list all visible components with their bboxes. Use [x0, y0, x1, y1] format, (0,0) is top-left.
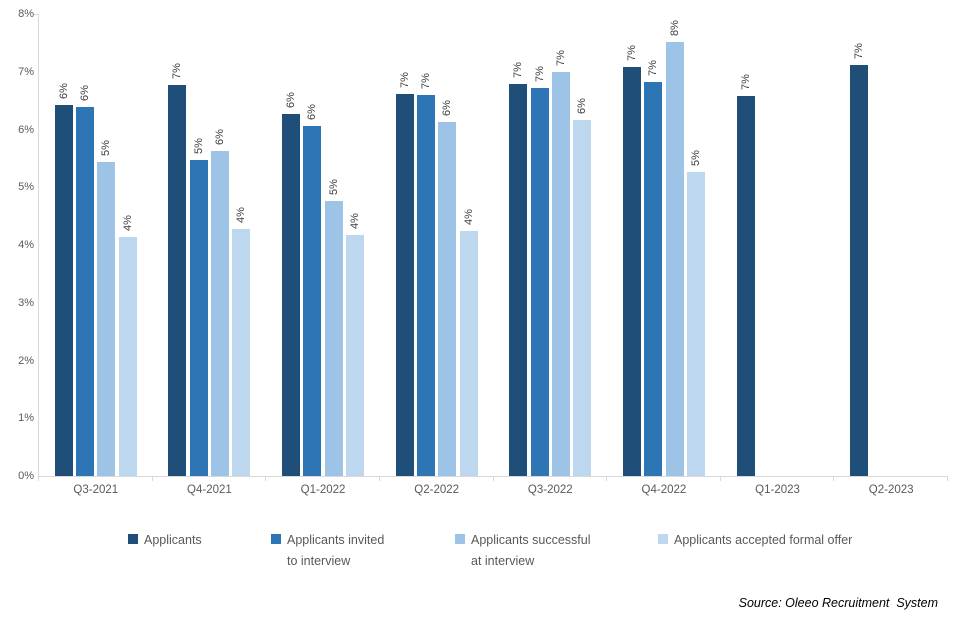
bar-data-label: 4% — [348, 212, 361, 229]
bar-data-label: 5% — [192, 138, 205, 155]
x-axis-category-label: Q3-2022 — [527, 484, 573, 496]
x-axis-tick — [151, 476, 153, 481]
bar-applicants-invited-to-interview-q3-2021 — [76, 106, 95, 476]
bar-applicants-accepted-formal-offer-q1-2022 — [345, 234, 364, 476]
bar-applicants-accepted-formal-offer-q4-2022 — [686, 171, 705, 476]
bar-data-label: 4% — [462, 208, 475, 225]
bar-data-label: 5% — [327, 178, 340, 195]
x-axis-tick — [38, 476, 39, 481]
legend-label: Applicants accepted formal offer — [674, 533, 853, 547]
bar-applicants-invited-to-interview-q3-2022 — [530, 87, 549, 476]
legend-label: Applicants successful at interview — [471, 533, 591, 568]
y-axis-tick — [33, 14, 38, 15]
bar-applicants-q4-2022 — [622, 67, 641, 476]
y-axis-tick-label: 1% — [18, 412, 34, 425]
bar-applicants-invited-to-interview-q4-2021 — [189, 160, 208, 476]
bar-applicants-q3-2022 — [509, 84, 528, 476]
bar-data-label: 6% — [214, 129, 227, 146]
bar-data-label: 7% — [647, 59, 660, 76]
y-axis-tick-label: 6% — [18, 123, 34, 136]
bar-applicants-successful-at-interview-q4-2022 — [665, 42, 684, 476]
x-axis-tick — [492, 476, 494, 481]
bar-data-label: 5% — [100, 140, 113, 157]
bar-applicants-successful-at-interview-q1-2022 — [324, 200, 343, 476]
bar-applicants-q2-2023 — [850, 64, 869, 476]
bar-data-label: 4% — [121, 215, 134, 231]
bar-data-label: 6% — [57, 83, 70, 100]
bar-applicants-accepted-formal-offer-q4-2021 — [232, 228, 251, 476]
bar-applicants-invited-to-interview-q2-2022 — [416, 94, 435, 476]
y-axis-line — [38, 14, 39, 476]
bar-data-label: 6% — [79, 85, 92, 101]
bar-applicants-q2-2022 — [395, 94, 414, 476]
x-axis-category-label: Q4-2022 — [641, 484, 687, 496]
y-axis-tick-label: 7% — [18, 65, 34, 78]
bar-data-label: 7% — [554, 49, 567, 66]
y-axis-tick-label: 4% — [18, 239, 34, 251]
bar-data-label: 8% — [668, 20, 681, 37]
bar-data-label: 7% — [739, 74, 752, 90]
legend-swatch-icon — [128, 534, 138, 544]
bar-data-label: 7% — [512, 62, 525, 79]
bar-applicants-q1-2023 — [736, 96, 755, 476]
legend-label: Applicants — [144, 533, 202, 547]
bar-data-label: 6% — [441, 100, 454, 116]
bar-data-label: 7% — [853, 42, 866, 59]
bar-applicants-successful-at-interview-q2-2022 — [438, 121, 457, 476]
source-note: Source: Oleeo Recruitment System — [738, 596, 938, 610]
bar-data-label: 7% — [533, 66, 546, 82]
bar-applicants-accepted-formal-offer-q3-2021 — [118, 236, 137, 476]
x-axis-category-label: Q4-2021 — [187, 484, 232, 496]
bar-applicants-successful-at-interview-q3-2022 — [551, 71, 570, 476]
bar-applicants-q4-2021 — [168, 85, 187, 476]
y-axis-tick-label: 3% — [18, 296, 34, 309]
bar-data-label: 4% — [235, 206, 248, 223]
x-axis-tick — [947, 476, 948, 481]
bar-applicants-accepted-formal-offer-q2-2022 — [459, 230, 478, 476]
x-axis-tick — [719, 476, 721, 481]
legend-swatch-icon — [658, 534, 668, 544]
bar-data-label: 7% — [419, 72, 432, 89]
x-axis-category-label: Q1-2022 — [300, 484, 346, 496]
x-axis-tick — [606, 476, 608, 481]
x-axis-tick — [833, 476, 835, 481]
x-axis-category-label: Q1-2023 — [755, 484, 800, 496]
bar-data-label: 7% — [171, 63, 184, 80]
x-axis-tick — [265, 476, 267, 481]
bar-data-label: 6% — [576, 98, 589, 115]
bar-data-label: 7% — [398, 72, 411, 89]
bar-data-label: 6% — [306, 104, 319, 121]
x-axis-tick — [378, 476, 380, 481]
bar-applicants-invited-to-interview-q4-2022 — [644, 81, 663, 476]
bar-data-label: 6% — [285, 92, 298, 109]
x-axis-category-label: Q2-2022 — [414, 484, 460, 496]
legend-swatch-icon — [455, 534, 465, 544]
y-axis-tick-label: 2% — [18, 354, 34, 367]
y-axis-tick-label: 0% — [18, 470, 34, 482]
x-axis-category-label: Q2-2023 — [868, 484, 914, 496]
bar-data-label: 5% — [689, 149, 702, 166]
bar-applicants-accepted-formal-offer-q3-2022 — [573, 120, 592, 476]
bar-applicants-q3-2021 — [54, 105, 73, 476]
bar-applicants-successful-at-interview-q4-2021 — [211, 151, 230, 476]
legend-swatch-icon — [271, 534, 281, 544]
bar-applicants-q1-2022 — [282, 114, 301, 476]
bar-data-label: 7% — [625, 45, 638, 62]
x-axis-category-label: Q3-2021 — [73, 484, 119, 496]
legend-label: Applicants invited to interview — [287, 533, 385, 568]
bar-applicants-successful-at-interview-q3-2021 — [97, 162, 116, 476]
y-axis-tick-label: 8% — [18, 8, 34, 20]
bar-applicants-invited-to-interview-q1-2022 — [303, 126, 322, 476]
y-axis-tick-label: 5% — [18, 181, 34, 194]
